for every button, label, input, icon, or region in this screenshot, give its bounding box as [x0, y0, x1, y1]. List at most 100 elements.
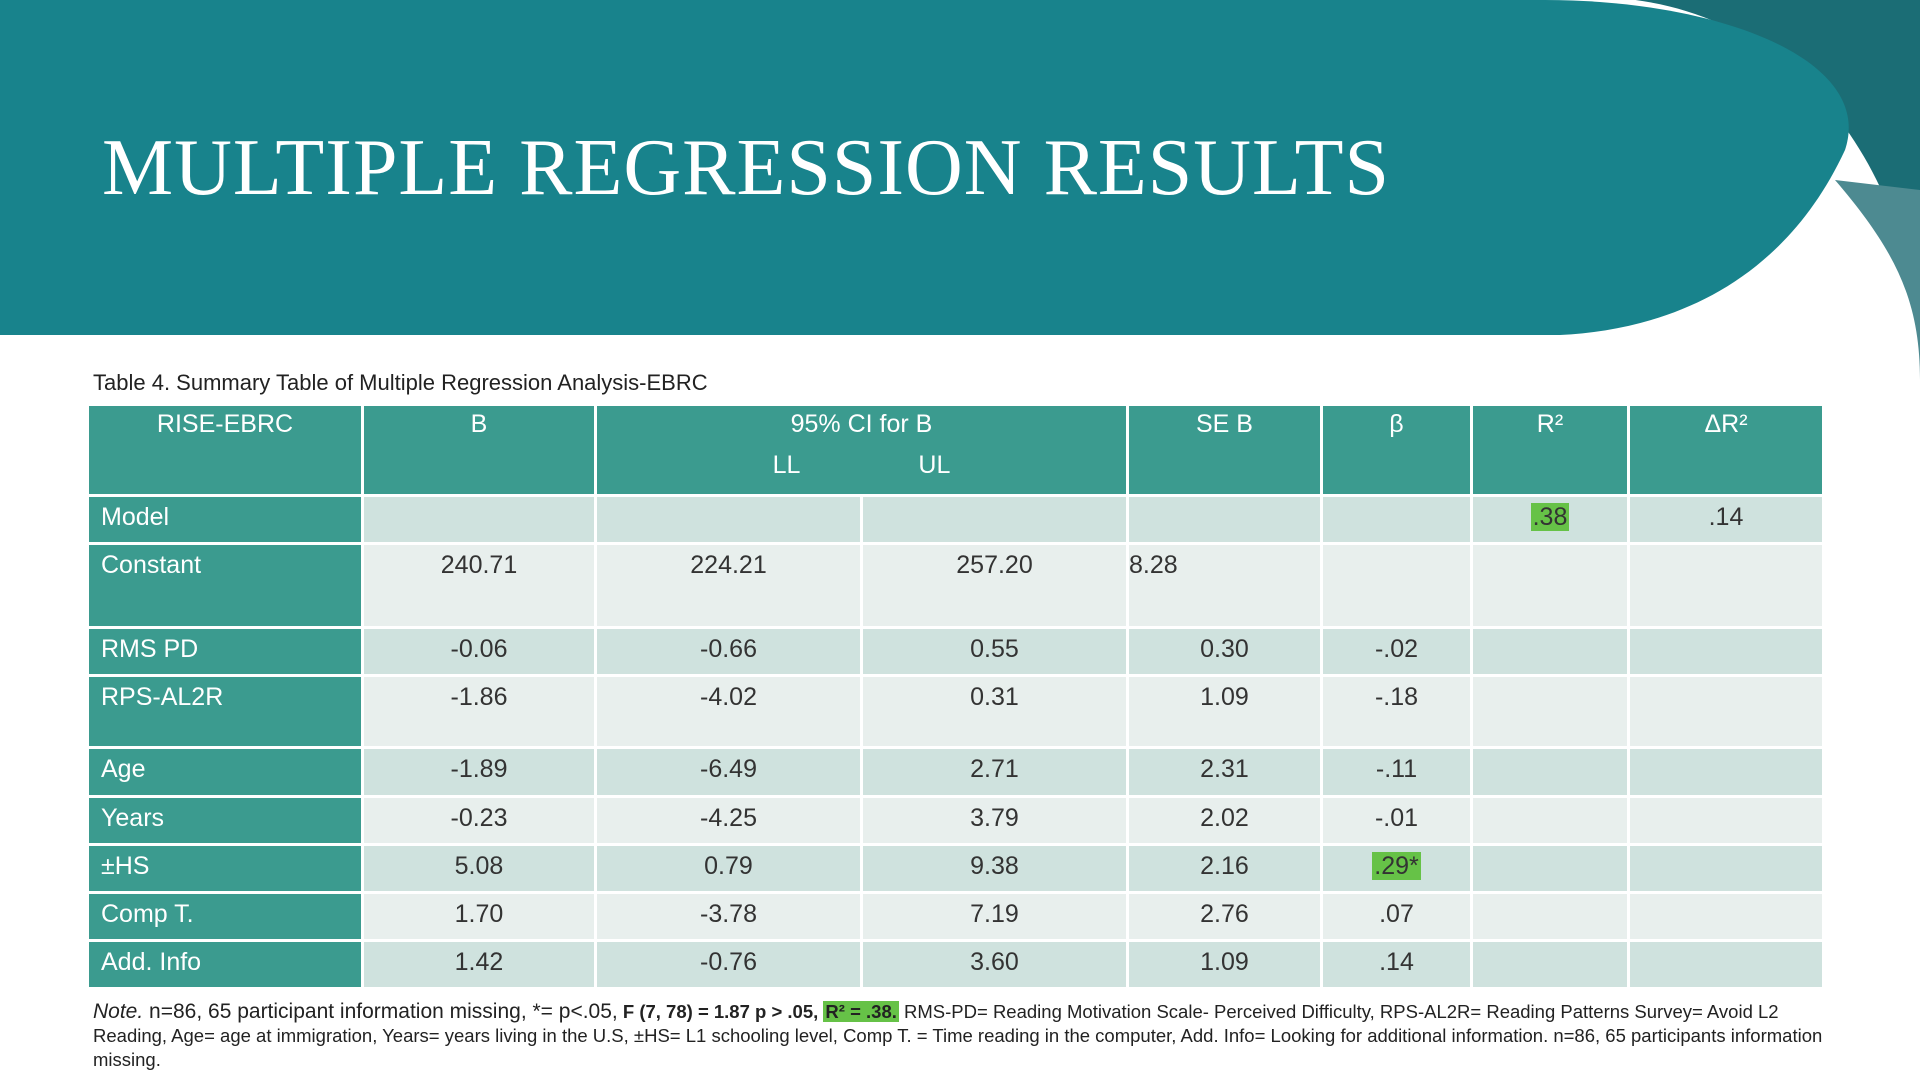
cell-ll: -0.66: [594, 626, 863, 678]
cell-r2: [1470, 794, 1630, 846]
header-ci: 95% CI for B LL UL: [594, 403, 1129, 497]
cell-r2: [1470, 626, 1630, 678]
cell-delta-r2: [1627, 794, 1825, 846]
row-label: Comp T.: [86, 890, 364, 942]
cell-ul: 7.19: [860, 890, 1129, 942]
cell-delta-r2: [1627, 674, 1825, 750]
table-row: Age -1.89 -6.49 2.71 2.31 -.11: [86, 746, 1825, 798]
row-label: RMS PD: [86, 626, 364, 678]
cell-delta-r2: [1627, 890, 1825, 942]
cell-r2: [1470, 938, 1630, 991]
cell-b: -0.23: [361, 794, 597, 846]
table-row: ±HS 5.08 0.79 9.38 2.16 .29*: [86, 842, 1825, 894]
cell-beta: -.11: [1320, 746, 1473, 798]
cell-se-b: 1.09: [1126, 674, 1323, 750]
cell-se-b: [1126, 493, 1323, 546]
note-statistic: F (7, 78) = 1.87 p > .05,: [622, 1001, 819, 1022]
cell-beta: -.02: [1320, 626, 1473, 678]
note-lead: n=86, 65 participant information missing…: [149, 1000, 618, 1023]
cell-beta: .14: [1320, 938, 1473, 991]
row-label: Years: [86, 794, 364, 846]
table-row: RPS-AL2R -1.86 -4.02 0.31 1.09 -.18: [86, 674, 1825, 750]
cell-beta: .29*: [1320, 842, 1473, 894]
cell-ul: 9.38: [860, 842, 1129, 894]
cell-r2: [1470, 674, 1630, 750]
cell-ul: 0.55: [860, 626, 1129, 678]
row-label: RPS-AL2R: [86, 674, 364, 750]
cell-ll: -6.49: [594, 746, 863, 798]
cell-ll: 224.21: [594, 542, 863, 630]
cell-se-b: 0.30: [1126, 626, 1323, 678]
cell-ll: 0.79: [594, 842, 863, 894]
cell-r2: [1470, 746, 1630, 798]
cell-ul: [860, 493, 1129, 546]
cell-delta-r2: [1627, 626, 1825, 678]
header-ll: LL: [772, 451, 801, 479]
cell-ul: 3.60: [860, 938, 1129, 991]
cell-b: 240.71: [361, 542, 597, 630]
row-label: Constant: [86, 542, 364, 630]
cell-se-b: 8.28: [1126, 542, 1323, 630]
header-beta: β: [1320, 403, 1473, 497]
cell-se-b: 1.09: [1126, 938, 1323, 991]
cell-b: 5.08: [361, 842, 597, 894]
cell-b: [361, 493, 597, 546]
table-row: Comp T. 1.70 -3.78 7.19 2.76 .07: [86, 890, 1825, 942]
cell-ul: 3.79: [860, 794, 1129, 846]
cell-r2: [1470, 890, 1630, 942]
slide-title: MULTIPLE REGRESSION RESULTS: [102, 124, 1390, 212]
cell-b: 1.70: [361, 890, 597, 942]
highlight-beta: .29*: [1372, 851, 1421, 880]
cell-ll: [594, 493, 863, 546]
header-b: B: [361, 403, 597, 497]
cell-delta-r2: [1627, 842, 1825, 894]
cell-ll: -3.78: [594, 890, 863, 942]
table-row: Add. Info 1.42 -0.76 3.60 1.09 .14: [86, 938, 1825, 991]
cell-ul: 0.31: [860, 674, 1129, 750]
table-row: Years -0.23 -4.25 3.79 2.02 -.01: [86, 794, 1825, 846]
cell-delta-r2: .14: [1627, 493, 1825, 546]
cell-delta-r2: [1627, 746, 1825, 798]
row-label: Model: [86, 493, 364, 546]
cell-se-b: 2.31: [1126, 746, 1323, 798]
cell-beta: -.01: [1320, 794, 1473, 846]
row-label: Age: [86, 746, 364, 798]
note-label: Note. n=86, 65 participant information m…: [93, 1000, 618, 1023]
cell-se-b: 2.76: [1126, 890, 1323, 942]
note-r2-highlight: R² = .38.: [823, 1001, 899, 1022]
header-ci-label: 95% CI for B: [790, 410, 933, 438]
table-row: Model .38 .14: [86, 493, 1825, 546]
cell-delta-r2: [1627, 542, 1825, 630]
title-banner: [0, 0, 1849, 335]
row-label: ±HS: [86, 842, 364, 894]
table-caption: Table 4. Summary Table of Multiple Regre…: [93, 370, 708, 395]
cell-r2: [1470, 842, 1630, 894]
header-r2: R²: [1470, 403, 1630, 497]
note-abbreviations: RMS-PD= Reading Motivation Scale- Percei…: [93, 1001, 1823, 1070]
table-note: Note. n=86, 65 participant information m…: [93, 1000, 1833, 1072]
header-delta-r2: ΔR²: [1627, 403, 1825, 497]
header-se-b: SE B: [1126, 403, 1323, 497]
cell-delta-r2: [1627, 938, 1825, 991]
regression-table: RISE-EBRC B 95% CI for B LL UL SE B β R²…: [86, 403, 1825, 991]
highlight-r2: .38: [1530, 503, 1570, 531]
header-rise-ebrc: RISE-EBRC: [86, 403, 364, 497]
cell-se-b: 2.02: [1126, 794, 1323, 846]
cell-b: 1.42: [361, 938, 597, 991]
cell-r2: .38: [1470, 493, 1630, 546]
cell-ul: 257.20: [860, 542, 1129, 630]
cell-beta: [1320, 542, 1473, 630]
cell-ul: 2.71: [860, 746, 1129, 798]
cell-ll: -4.02: [594, 674, 863, 750]
header-ul: UL: [918, 451, 951, 479]
cell-b: -1.89: [361, 746, 597, 798]
cell-r2: [1470, 542, 1630, 630]
cell-b: -0.06: [361, 626, 597, 678]
table-row: RMS PD -0.06 -0.66 0.55 0.30 -.02: [86, 626, 1825, 678]
banner-grey-accent: [1835, 180, 1920, 380]
table-row: Constant 240.71 224.21 257.20 8.28: [86, 542, 1825, 630]
cell-beta: [1320, 493, 1473, 546]
cell-beta: -.18: [1320, 674, 1473, 750]
row-label: Add. Info: [86, 938, 364, 991]
